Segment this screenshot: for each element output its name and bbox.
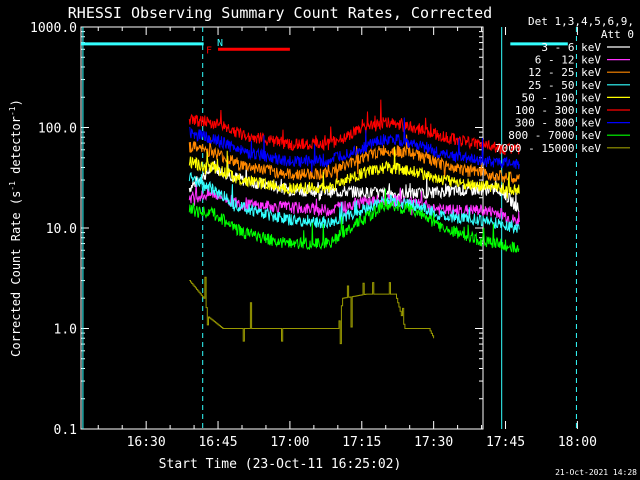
series-line <box>188 99 520 156</box>
legend-header-line1: Det 1,3,4,5,6,9, <box>528 15 634 28</box>
y-axis-label-sup1: -1 <box>8 181 17 191</box>
y-axis-label: Corrected Count Rate (s-1 detector-1) <box>8 99 23 357</box>
legend-header-line2: Att 0 <box>601 28 634 41</box>
legend-label: 7000 - 15000 keV <box>495 142 601 155</box>
legend-label: 6 - 12 keV <box>535 54 602 67</box>
series-line <box>189 117 520 173</box>
series-line <box>188 172 520 235</box>
y-tick-label: 0.1 <box>54 423 77 438</box>
legend-label: 100 - 300 keV <box>515 104 601 117</box>
x-axis-label: Start Time (23-Oct-11 16:25:02) <box>159 457 402 472</box>
y-tick-label: 1.0 <box>54 323 77 338</box>
y-tick-label: 100.0 <box>38 122 77 137</box>
legend-label: 50 - 100 keV <box>522 91 602 104</box>
series-line <box>188 134 520 184</box>
series-line <box>188 146 520 199</box>
y-axis-label-sup2: -1 <box>8 106 17 116</box>
legend-label: 12 - 25 keV <box>528 66 601 79</box>
y-axis-label-main: Corrected Count Rate (s <box>9 191 23 357</box>
y-tick-label: 10.0 <box>46 222 77 237</box>
x-tick-label: 18:00 <box>558 435 597 450</box>
footer-date: 21-Oct-2021 14:28 <box>555 468 637 477</box>
x-axis-ticks: 16:30 16:45 17:00 17:15 17:30 17:45 18:00 <box>97 27 597 450</box>
series-lines <box>188 99 520 345</box>
legend-label: 300 - 800 keV <box>515 117 601 130</box>
x-tick-label: 16:45 <box>198 435 237 450</box>
legend-label: 3 - 6 keV <box>541 41 601 54</box>
x-tick-label: 17:00 <box>270 435 309 450</box>
y-tick-label: 1000.0 <box>30 21 77 36</box>
series-line <box>189 276 435 345</box>
chart-title: RHESSI Observing Summary Count Rates, Co… <box>68 4 492 22</box>
legend-label: 25 - 50 keV <box>528 79 601 92</box>
legend-label: 800 - 7000 keV <box>508 129 601 142</box>
saa-flag-label: F <box>206 45 212 56</box>
x-tick-label: 17:15 <box>342 435 381 450</box>
x-tick-label: 16:30 <box>127 435 166 450</box>
x-tick-label: 17:30 <box>414 435 453 450</box>
y-axis-label-mid: detector <box>9 116 23 181</box>
y-axis-label-end: ) <box>9 99 23 106</box>
night-flag-label: N <box>217 38 223 49</box>
flag-overlays: FN <box>81 27 577 429</box>
x-tick-label: 17:45 <box>486 435 525 450</box>
series-line <box>188 188 520 254</box>
